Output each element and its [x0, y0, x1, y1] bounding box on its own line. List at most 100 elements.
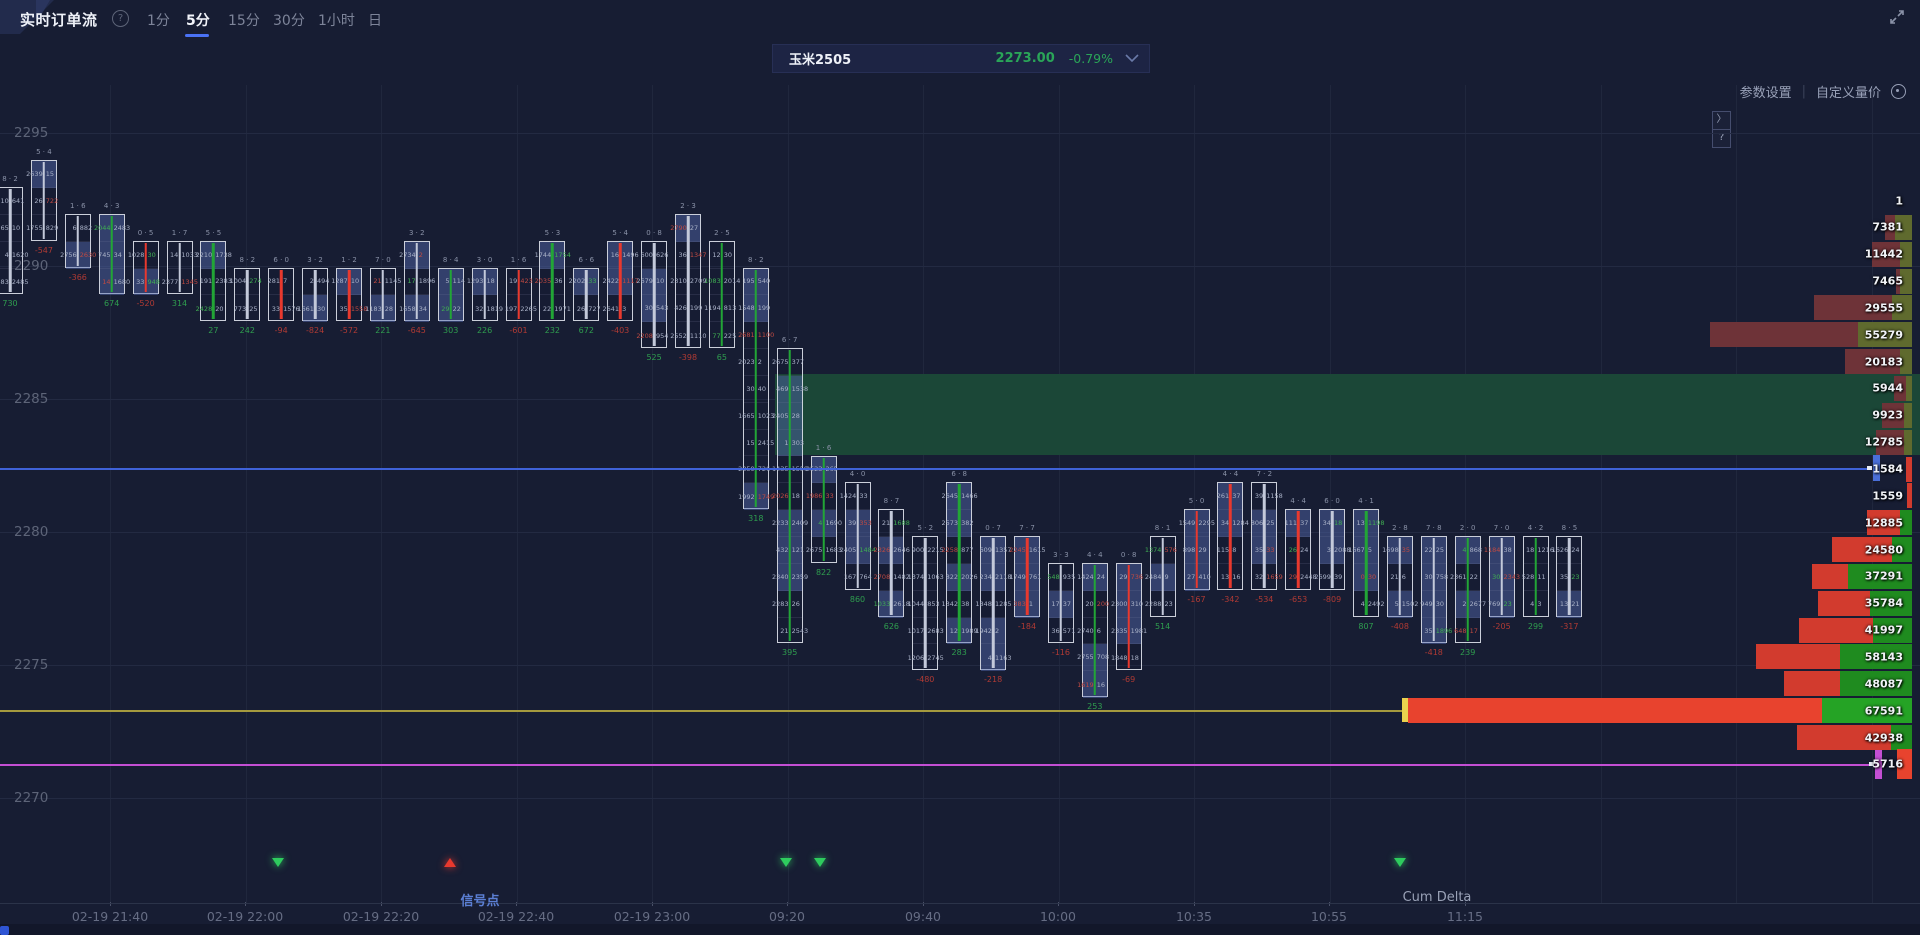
bid-volume-cell: 898 — [1182, 545, 1196, 554]
instrument-selector[interactable]: 玉米2505 2273.00 -0.79% — [772, 44, 1150, 73]
volume-profile-value: 55279 — [1864, 328, 1903, 342]
volume-profile-value: 7465 — [1872, 274, 1903, 288]
timeframe-tab-5分[interactable]: 5分 — [186, 13, 210, 29]
ask-volume-cell: 1033 — [181, 250, 198, 259]
signal-panel-label[interactable]: 信号点 — [460, 894, 500, 909]
candle-body-line — [822, 457, 825, 561]
ask-volume-cell: 1502 — [1401, 599, 1419, 608]
expand-icon[interactable] — [1888, 8, 1906, 26]
candle-delta-label: 525 — [646, 353, 662, 363]
volume-profile-value: 20183 — [1864, 355, 1903, 369]
candle-body-line — [652, 242, 656, 347]
bid-volume-cell: 1044 — [907, 599, 925, 608]
timeframe-tab-1小时[interactable]: 1小时 — [318, 13, 355, 29]
ask-volume-cell: 25 — [1266, 518, 1275, 527]
bid-volume-cell: 1017 — [907, 626, 925, 635]
bid-volume-cell: 745 — [98, 250, 111, 259]
bid-volume-cell: 2428 — [195, 304, 213, 313]
bid-volume-cell: 1626 — [1551, 545, 1569, 554]
ask-volume-cell: 30 — [723, 250, 733, 259]
bid-volume-cell: 1083 — [704, 277, 721, 286]
volume-profile-buy-segment — [1900, 241, 1912, 267]
ask-volume-cell: 2709 — [689, 277, 707, 286]
ask-volume-cell: 2383 — [215, 277, 232, 286]
vertical-gridline — [1736, 85, 1737, 903]
timeframe-tab-15分[interactable]: 15分 — [228, 13, 260, 29]
ask-volume-cell: 22 — [1469, 572, 1478, 581]
ask-volume-cell: 30 — [1435, 599, 1444, 608]
candle-delta-label: -547 — [34, 245, 53, 255]
candle-delta-label: -205 — [1492, 621, 1511, 631]
footprint-row: 2699 39 — [1314, 564, 1344, 591]
candle-top-annotation: 8 · 2 — [748, 255, 764, 264]
bid-volume-cell: 2645 — [941, 492, 958, 501]
cum-delta-panel-label[interactable]: Cum Delta — [1402, 890, 1472, 905]
candle-delta-label: -645 — [407, 326, 426, 336]
candle-top-annotation: 4 · 0 — [849, 470, 866, 479]
bid-volume-cell: 29 — [441, 304, 450, 313]
candle-delta-label: 395 — [782, 648, 798, 658]
candle-top-annotation: 4 · 2 — [1527, 524, 1544, 533]
candle-top-annotation: 0 · 5 — [137, 228, 154, 237]
ask-volume-cell: 33 — [588, 277, 597, 286]
bid-volume-cell: 2210 — [195, 250, 213, 259]
timeframe-tab-日[interactable]: 日 — [368, 13, 382, 29]
timeframe-tab-30分[interactable]: 30分 — [273, 13, 305, 29]
volume-profile-buy-segment — [1840, 644, 1912, 670]
bid-volume-cell: 2023 — [738, 357, 755, 366]
candle-body-line — [279, 269, 283, 320]
bid-volume-cell: 261 — [1216, 492, 1230, 501]
bid-volume-cell: 2552 — [670, 331, 687, 340]
ask-volume-cell: 225 — [723, 331, 737, 340]
ask-volume-cell: 494 — [317, 277, 330, 286]
ask-volume-cell: 35 — [1401, 545, 1411, 554]
candle-body-line — [1161, 538, 1164, 615]
footprint-row: 33 1576 — [269, 295, 300, 322]
bid-volume-cell: 2573 — [941, 518, 958, 527]
bid-volume-cell: 36 — [1051, 626, 1060, 635]
footprint-candle[interactable]: 22 25 30 758 949 30 35 1896 — [1420, 536, 1452, 645]
candle-top-annotation: 8 · 2 — [2, 175, 18, 183]
candle-delta-label: -94 — [274, 326, 288, 336]
ask-volume-cell: 1117 — [622, 277, 639, 286]
active-tab-underline — [185, 34, 209, 37]
volume-profile-value: 1584 — [1872, 462, 1903, 476]
volume-profile-buy-segment — [1848, 563, 1912, 589]
ask-volume-cell: 736 — [1130, 572, 1144, 581]
ask-volume-cell: 410 — [1198, 573, 1211, 582]
bid-volume-cell: 2681 — [738, 330, 755, 339]
candle-top-annotation: 5 · 0 — [1188, 497, 1205, 506]
candle-top-annotation: 2 · 0 — [1459, 524, 1476, 533]
bid-volume-cell: 39 — [848, 518, 857, 527]
footprint-candle[interactable]: 1064176510416204832485 — [0, 187, 28, 295]
ask-volume-cell: 1749 — [757, 492, 775, 501]
candle-top-annotation: 4 · 4 — [1222, 470, 1239, 479]
ask-volume-cell: 1683 — [825, 546, 843, 555]
ask-volume-cell: 708 — [1096, 653, 1110, 662]
candle-top-annotation: 5 · 2 — [917, 524, 934, 533]
instrument-name: 玉米2505 — [789, 53, 852, 68]
toolbar-divider: | — [1801, 84, 1806, 99]
bid-volume-cell: 29 — [1119, 572, 1128, 581]
candle-top-annotation: 8 · 5 — [1561, 524, 1578, 533]
ask-volume-cell: 24 — [1571, 545, 1580, 554]
footprint-row: 21 2543 — [778, 618, 808, 645]
help-icon[interactable]: ? — [112, 10, 129, 27]
param-settings-link[interactable]: 参数设置 — [1739, 86, 1792, 101]
custom-volume-link[interactable]: 自定义量价 — [1815, 86, 1881, 101]
ask-volume-cell: 2295 — [1198, 518, 1215, 527]
candle-delta-label: -534 — [1255, 594, 1274, 604]
ask-volume-cell: 30 — [1367, 572, 1377, 581]
visibility-icon[interactable] — [1891, 84, 1906, 99]
candle-delta-label: 514 — [1154, 621, 1171, 631]
bid-volume-cell: 21 — [373, 277, 382, 286]
footprint-row: 32 1819 — [473, 295, 503, 322]
timeframe-tab-1分[interactable]: 1分 — [147, 13, 170, 29]
chevron-down-icon[interactable] — [1125, 54, 1139, 63]
ask-volume-cell: 34 — [113, 250, 122, 259]
candle-body-line — [1534, 538, 1537, 615]
bid-volume-cell: 769 — [1487, 599, 1501, 608]
bid-volume-cell: 2755 — [1077, 653, 1094, 662]
